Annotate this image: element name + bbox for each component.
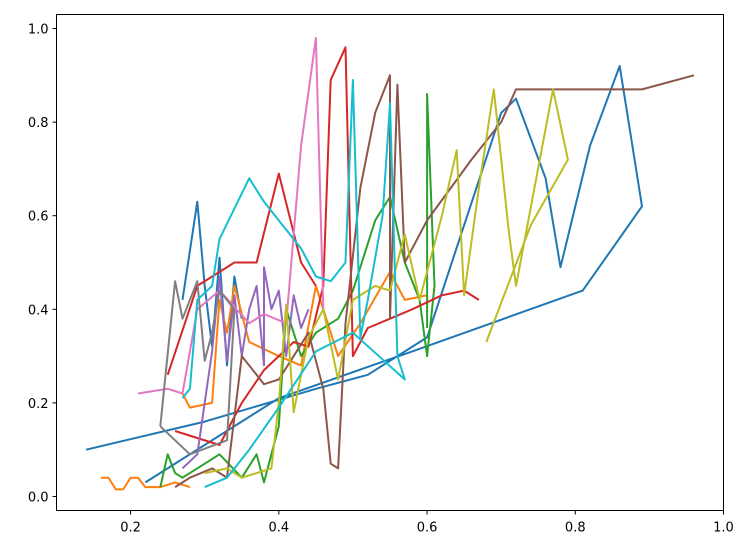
y-axis: 0.0 0.2 0.4 0.6 0.8 1.0 bbox=[28, 23, 57, 505]
y-tick-label: 0.6 bbox=[28, 210, 49, 225]
y-tick-label: 0.4 bbox=[28, 303, 49, 318]
series-line-13 bbox=[181, 79, 406, 489]
plot-frame bbox=[56, 14, 724, 511]
y-tick-label: 0.0 bbox=[28, 490, 49, 505]
x-tick-label: 1.0 bbox=[713, 521, 734, 536]
series-line-10 bbox=[137, 36, 325, 395]
series-line-11 bbox=[159, 280, 236, 456]
x-tick-label: 0.6 bbox=[417, 521, 438, 536]
series-line-6 bbox=[174, 46, 480, 446]
x-tick-label: 0.2 bbox=[120, 521, 141, 536]
series-line-12 bbox=[204, 88, 569, 479]
series-layer bbox=[85, 36, 695, 491]
x-tick-label: 0.8 bbox=[565, 521, 586, 536]
series-line-7 bbox=[166, 172, 317, 376]
series-line-1 bbox=[85, 65, 643, 484]
x-axis: 0.2 0.4 0.6 0.8 1.0 bbox=[120, 510, 734, 536]
y-tick-label: 0.2 bbox=[28, 397, 49, 412]
y-tick-label: 1.0 bbox=[28, 23, 49, 38]
series-line-5 bbox=[159, 93, 436, 488]
y-tick-label: 0.8 bbox=[28, 116, 49, 131]
series-line-9 bbox=[174, 74, 695, 488]
x-tick-label: 0.4 bbox=[268, 521, 289, 536]
series-line-3 bbox=[101, 476, 191, 491]
